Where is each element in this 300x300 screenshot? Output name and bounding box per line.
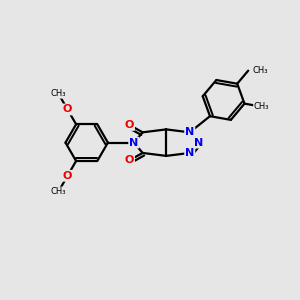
Text: N: N <box>129 138 138 148</box>
Text: CH₃: CH₃ <box>254 102 269 111</box>
Text: O: O <box>63 104 72 115</box>
Text: CH₃: CH₃ <box>253 66 268 75</box>
Text: O: O <box>125 120 134 130</box>
Text: N: N <box>185 127 194 137</box>
Text: O: O <box>125 155 134 165</box>
Text: CH₃: CH₃ <box>51 89 66 98</box>
Text: N: N <box>185 148 194 158</box>
Text: O: O <box>63 171 72 181</box>
Text: CH₃: CH₃ <box>51 187 66 196</box>
Text: N: N <box>194 138 203 148</box>
